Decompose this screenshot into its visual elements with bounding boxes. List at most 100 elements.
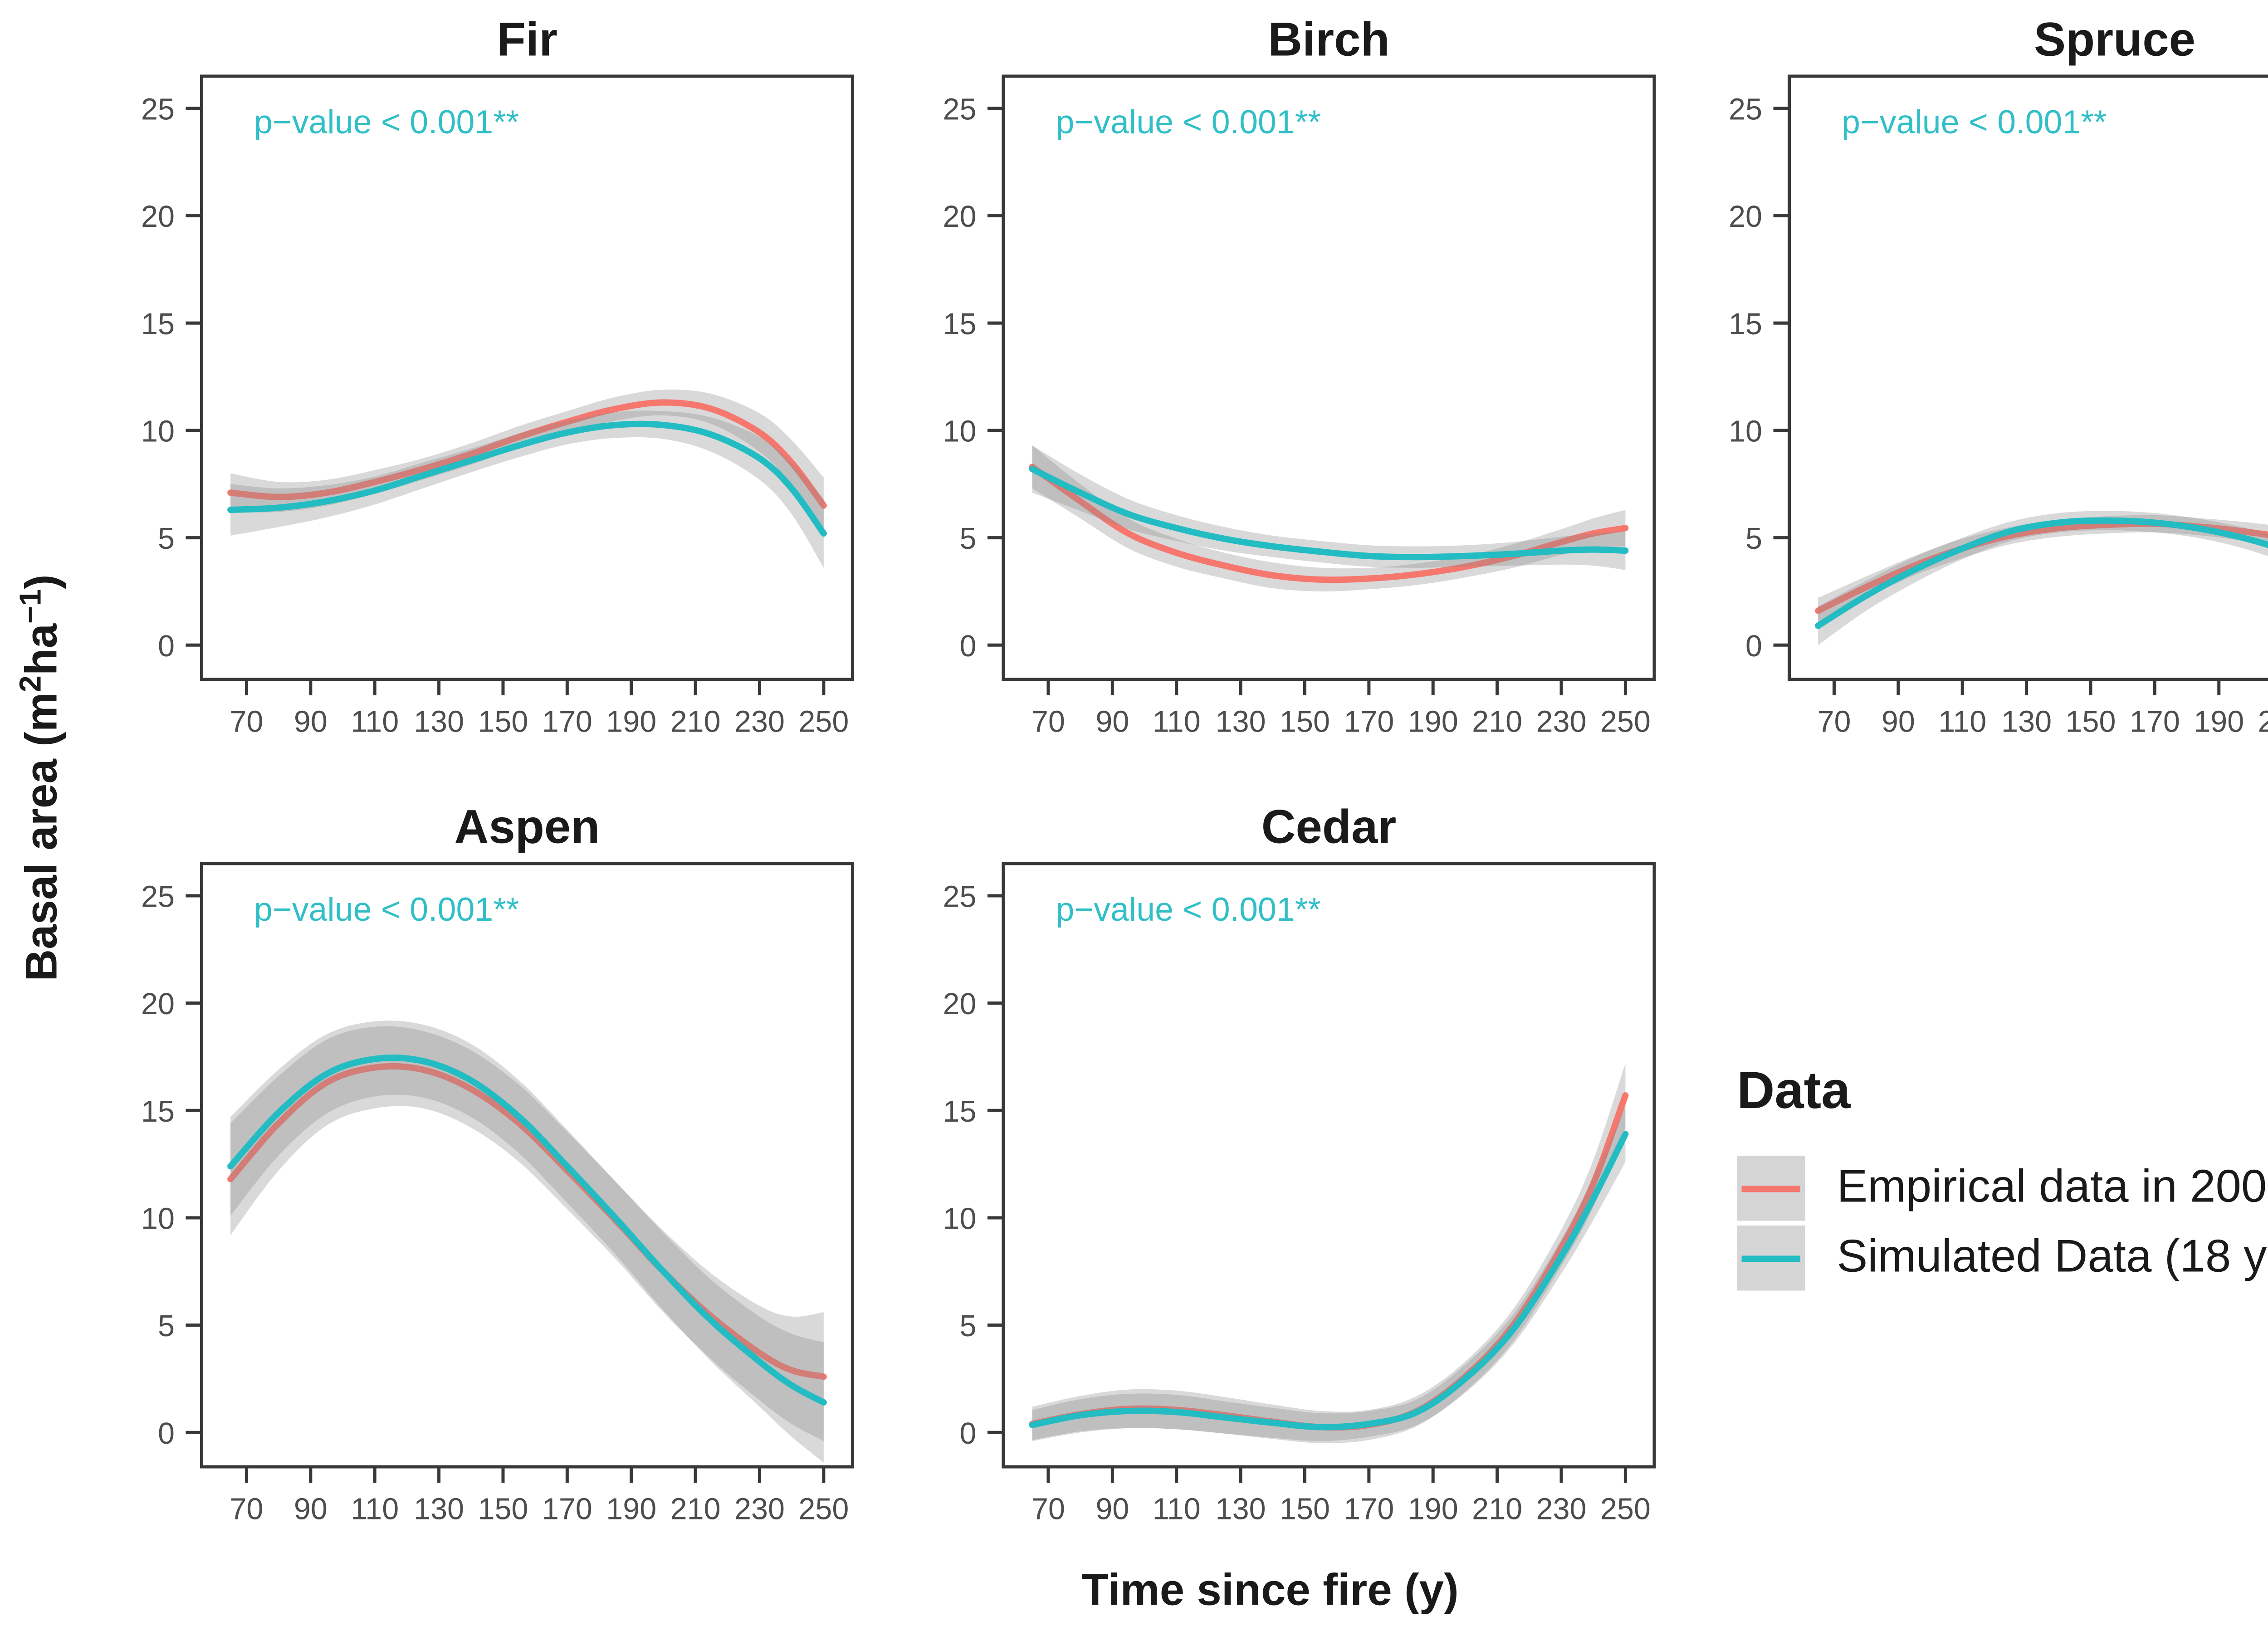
x-tick-label: 170	[1344, 705, 1394, 739]
y-tick-label: 5	[1745, 522, 1762, 556]
legend-entry-empirical: Empirical data in 2009	[1737, 1156, 2268, 1221]
x-tick-label: 250	[798, 705, 849, 739]
y-tick-label: 5	[960, 522, 977, 556]
p-value-annotation-aspen: p−value < 0.001**	[254, 890, 519, 928]
x-tick-label: 250	[798, 1493, 849, 1526]
y-tick-label: 15	[943, 1095, 977, 1128]
ci-band-empirical-aspen	[230, 1026, 824, 1441]
ci-band-simulated-spruce	[1818, 511, 2268, 645]
curve-empirical-fir	[227, 399, 827, 509]
y-tick-label: 0	[158, 630, 175, 663]
y-tick-label: 15	[141, 308, 175, 341]
x-tick-label: 90	[294, 705, 327, 739]
y-axis-label: Basal area (m2ha−1)	[15, 574, 68, 981]
x-tick-label: 70	[1817, 705, 1851, 739]
legend-key-empirical	[1737, 1156, 1805, 1221]
y-tick-label: 0	[960, 1417, 977, 1450]
x-tick-label: 210	[2258, 705, 2268, 739]
y-tick-label: 15	[141, 1095, 175, 1128]
y-axis-label-sup-2: 2	[15, 675, 49, 693]
x-tick-label: 230	[1536, 1493, 1587, 1526]
x-tick-label: 210	[1472, 705, 1522, 739]
panel-border-fir	[200, 74, 854, 681]
panel-title-fir: Fir	[497, 13, 557, 66]
y-tick-label: 5	[960, 1309, 977, 1343]
x-tick-label: 70	[230, 705, 263, 739]
curve-simulated-spruce	[1815, 517, 2268, 629]
x-tick-label: 110	[351, 1493, 399, 1526]
legend-key-line-simulated-icon	[1741, 1255, 1800, 1261]
y-tick-label: 20	[141, 200, 175, 234]
y-tick-label: 25	[943, 93, 977, 126]
y-axis-label-close-paren: )	[16, 574, 66, 589]
x-tick-label: 170	[542, 1493, 592, 1526]
panel-birch: Birch 70 90 110 130 150 170 190 210 230 250 0 5 10 15 2…	[943, 13, 1656, 739]
y-tick-label: 25	[141, 93, 175, 126]
y-axis-label-text-ha: ha	[16, 623, 66, 676]
x-tick-label: 70	[1031, 705, 1065, 739]
x-tick-label: 130	[1216, 705, 1266, 739]
x-tick-label: 150	[1280, 1493, 1330, 1526]
legend-entry-simulated: Simulated Data (18 years)	[1737, 1226, 2268, 1291]
curve-empirical-birch	[1029, 464, 1629, 583]
ci-band-empirical-cedar	[1032, 1063, 1626, 1443]
y-tick-label: 10	[141, 415, 175, 448]
x-tick-label: 190	[2194, 705, 2244, 739]
panel-border-spruce	[1788, 74, 2268, 681]
y-tick-label: 10	[1729, 415, 1762, 448]
y-tick-label: 5	[158, 522, 175, 556]
curve-empirical-aspen	[227, 1063, 827, 1380]
panel-border-cedar	[1002, 862, 1656, 1469]
legend-label-simulated: Simulated Data (18 years)	[1837, 1232, 2268, 1283]
x-tick-label: 110	[1153, 1493, 1201, 1526]
legend-key-simulated	[1737, 1226, 1805, 1291]
x-tick-label: 190	[1408, 705, 1458, 739]
y-tick-label: 25	[141, 880, 175, 913]
y-tick-label: 25	[1729, 93, 1762, 126]
x-tick-label: 190	[606, 705, 656, 739]
panel-border-birch	[1002, 74, 1656, 681]
p-value-annotation-fir: p−value < 0.001**	[254, 103, 519, 141]
x-tick-label: 90	[1095, 705, 1129, 739]
x-tick-label: 110	[1938, 705, 1986, 739]
legend-key-line-empirical-icon	[1741, 1185, 1800, 1192]
ci-band-simulated-cedar	[1032, 1106, 1626, 1441]
legend-title: Data	[1737, 1060, 1851, 1119]
x-tick-label: 150	[478, 1493, 528, 1526]
y-tick-label: 20	[943, 200, 977, 234]
x-tick-label: 90	[1882, 705, 1915, 739]
x-axis-label: Time since fire (y)	[1081, 1565, 1459, 1615]
curve-simulated-fir	[227, 420, 827, 537]
p-value-annotation-cedar: p−value < 0.001**	[1056, 890, 1321, 928]
panel-title-cedar: Cedar	[1261, 801, 1397, 854]
y-tick-label: 15	[1729, 308, 1762, 341]
x-tick-label: 250	[1600, 1493, 1651, 1526]
x-tick-label: 230	[734, 1493, 785, 1526]
x-tick-label: 150	[2066, 705, 2116, 739]
x-tick-label: 90	[1095, 1493, 1129, 1526]
panel-title-aspen: Aspen	[455, 801, 600, 854]
panel-aspen: Aspen 70 90 110 130 150 170 190 210 230 250 0 5 10 15 2…	[141, 801, 854, 1526]
x-tick-label: 70	[230, 1493, 263, 1526]
p-value-annotation-birch: p−value < 0.001**	[1056, 103, 1321, 141]
x-tick-label: 130	[414, 1493, 464, 1526]
y-tick-label: 0	[1745, 630, 1762, 663]
y-tick-label: 20	[141, 987, 175, 1021]
curve-simulated-cedar	[1029, 1131, 1629, 1431]
x-tick-label: 170	[2130, 705, 2180, 739]
x-tick-label: 170	[1344, 1493, 1394, 1526]
y-tick-label: 0	[158, 1417, 175, 1450]
p-value-annotation-spruce: p−value < 0.001**	[1842, 103, 2107, 141]
y-tick-label: 5	[158, 1309, 175, 1343]
curve-empirical-cedar	[1029, 1092, 1629, 1431]
x-tick-label: 130	[1216, 1493, 1266, 1526]
y-tick-label: 10	[943, 415, 977, 448]
x-tick-label: 230	[734, 705, 785, 739]
legend-label-empirical: Empirical data in 2009	[1837, 1162, 2268, 1213]
panel-fir: Fir 70 90 110 130 150 170 190 210 230 250 0 5 10 15 20 2…	[141, 13, 854, 739]
x-tick-label: 170	[542, 705, 592, 739]
x-tick-label: 130	[2001, 705, 2052, 739]
y-tick-label: 10	[141, 1202, 175, 1235]
x-tick-label: 190	[606, 1493, 656, 1526]
